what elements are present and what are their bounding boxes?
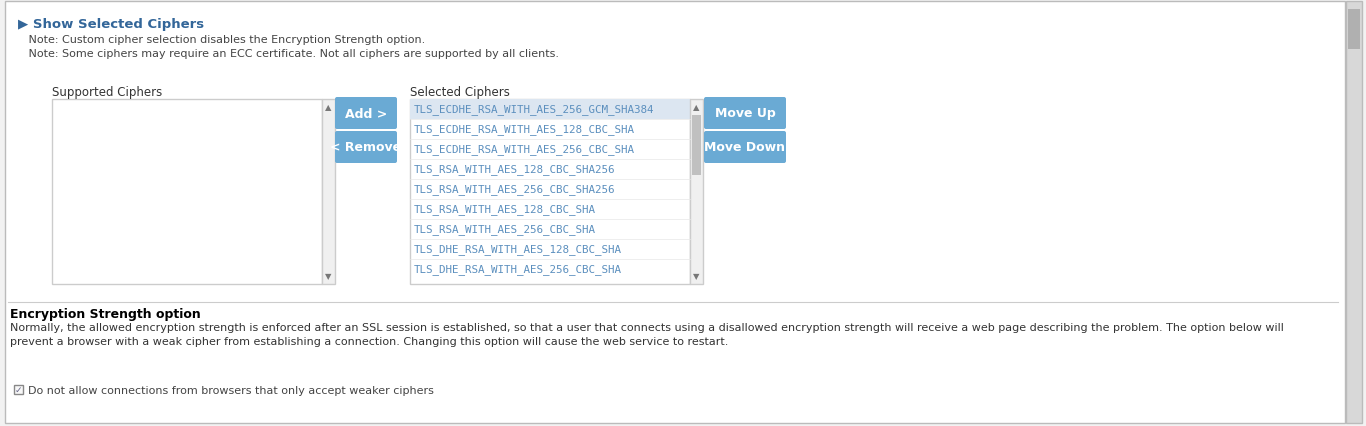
Text: Move Up: Move Up (714, 107, 776, 120)
FancyBboxPatch shape (410, 100, 690, 120)
Text: Note: Some ciphers may require an ECC certificate. Not all ciphers are supported: Note: Some ciphers may require an ECC ce… (18, 49, 559, 59)
FancyBboxPatch shape (52, 100, 322, 284)
FancyBboxPatch shape (14, 385, 23, 394)
FancyBboxPatch shape (693, 116, 701, 176)
Text: Selected Ciphers: Selected Ciphers (410, 86, 510, 99)
Text: ▲: ▲ (694, 103, 699, 112)
Text: TLS_RSA_WITH_AES_128_CBC_SHA256: TLS_RSA_WITH_AES_128_CBC_SHA256 (414, 164, 616, 175)
Text: TLS_DHE_RSA_WITH_AES_256_CBC_SHA: TLS_DHE_RSA_WITH_AES_256_CBC_SHA (414, 264, 622, 275)
FancyBboxPatch shape (5, 2, 1346, 423)
Text: TLS_ECDHE_RSA_WITH_AES_256_GCM_SHA384: TLS_ECDHE_RSA_WITH_AES_256_GCM_SHA384 (414, 104, 654, 115)
Text: TLS_DHE_RSA_WITH_AES_128_CBC_SHA: TLS_DHE_RSA_WITH_AES_128_CBC_SHA (414, 244, 622, 255)
Text: ▼: ▼ (694, 272, 699, 281)
Text: Do not allow connections from browsers that only accept weaker ciphers: Do not allow connections from browsers t… (27, 385, 434, 395)
Text: Note: Custom cipher selection disables the Encryption Strength option.: Note: Custom cipher selection disables t… (18, 35, 425, 45)
FancyBboxPatch shape (335, 132, 398, 164)
FancyBboxPatch shape (690, 100, 703, 284)
Text: Encryption Strength option: Encryption Strength option (10, 307, 201, 320)
Text: Move Down: Move Down (705, 141, 785, 154)
Text: Add >: Add > (344, 107, 387, 120)
FancyBboxPatch shape (703, 98, 785, 130)
Text: ▼: ▼ (325, 272, 332, 281)
FancyBboxPatch shape (1348, 10, 1361, 50)
Text: ✓: ✓ (15, 385, 22, 394)
Text: ▶ Show Selected Ciphers: ▶ Show Selected Ciphers (18, 18, 204, 31)
FancyBboxPatch shape (410, 100, 690, 284)
Text: prevent a browser with a weak cipher from establishing a connection. Changing th: prevent a browser with a weak cipher fro… (10, 336, 728, 346)
Text: Supported Ciphers: Supported Ciphers (52, 86, 163, 99)
Text: TLS_ECDHE_RSA_WITH_AES_128_CBC_SHA: TLS_ECDHE_RSA_WITH_AES_128_CBC_SHA (414, 124, 635, 135)
Text: TLS_RSA_WITH_AES_128_CBC_SHA: TLS_RSA_WITH_AES_128_CBC_SHA (414, 204, 596, 215)
Text: TLS_RSA_WITH_AES_256_CBC_SHA256: TLS_RSA_WITH_AES_256_CBC_SHA256 (414, 184, 616, 195)
FancyBboxPatch shape (322, 100, 335, 284)
Text: TLS_RSA_WITH_AES_256_CBC_SHA: TLS_RSA_WITH_AES_256_CBC_SHA (414, 224, 596, 235)
FancyBboxPatch shape (703, 132, 785, 164)
FancyBboxPatch shape (335, 98, 398, 130)
Text: ▲: ▲ (325, 103, 332, 112)
Text: < Remove: < Remove (331, 141, 402, 154)
Text: Normally, the allowed encryption strength is enforced after an SSL session is es: Normally, the allowed encryption strengt… (10, 322, 1284, 332)
Text: TLS_ECDHE_RSA_WITH_AES_256_CBC_SHA: TLS_ECDHE_RSA_WITH_AES_256_CBC_SHA (414, 144, 635, 155)
FancyBboxPatch shape (1346, 2, 1362, 423)
